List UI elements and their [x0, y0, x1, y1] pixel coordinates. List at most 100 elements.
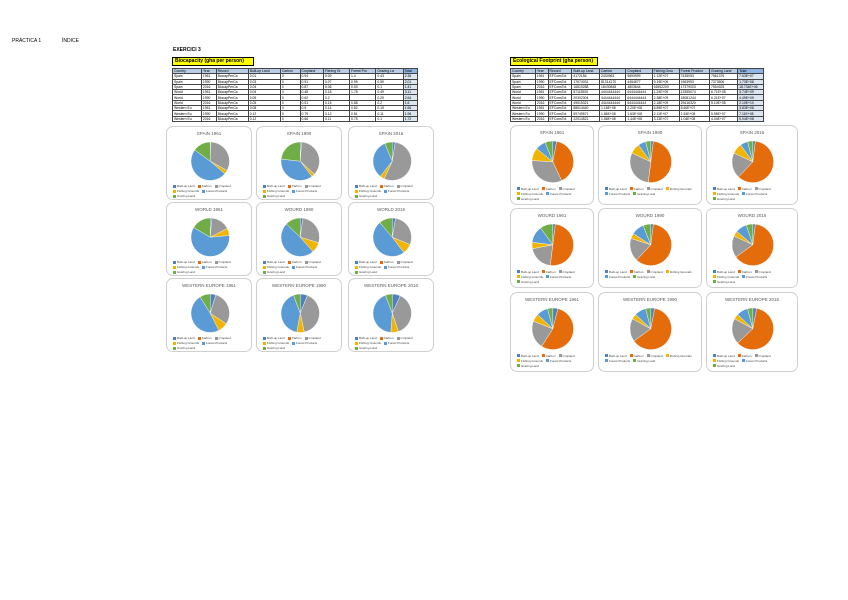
legend-swatch [713, 359, 716, 363]
legend-item: Built-up Land [605, 354, 627, 358]
legend-item: Forest Products [605, 275, 630, 279]
legend-item: Cropland [646, 187, 663, 191]
chart-legend: Built-up Land Carbon Cropland Fishing Groun… [173, 336, 245, 351]
legend-item: Cropland [558, 270, 575, 274]
legend-item: Grazing Land [633, 359, 655, 363]
legend-swatch [214, 260, 218, 264]
pie-slice [747, 140, 754, 162]
pie-chart [532, 140, 574, 183]
pie-slice [293, 293, 301, 314]
legend-item: Forest Products [605, 192, 630, 196]
legend-item: Carbon [541, 270, 556, 274]
pie-chart [630, 140, 672, 183]
pie-slice [190, 149, 225, 181]
table-cell: Western Eu [172, 115, 202, 122]
legend-item: Forest Products [742, 192, 767, 196]
legend-swatch [355, 194, 358, 198]
legend-item: Grazing Land [173, 194, 195, 198]
chart-legend: Built-up Land Carbon Cropland Fishing Groun… [355, 260, 427, 275]
legend-swatch [713, 354, 716, 358]
legend-swatch [396, 260, 400, 264]
legend-swatch [541, 187, 545, 191]
legend-label: Forest Products [388, 341, 410, 346]
legend-item: Cropland [396, 336, 413, 340]
chart-legend: Built-up Land Carbon Cropland Fishing Groun… [263, 336, 335, 351]
chart-title: WESTERN EUROPE 2016 [363, 283, 418, 288]
legend-item: Cropland [558, 354, 575, 358]
pie-slice [209, 141, 230, 171]
pie-slice [550, 223, 574, 266]
legend-item: Cropland [754, 186, 771, 191]
legend-item: Cropland [646, 269, 663, 274]
legend-label: Grazing Land [521, 279, 540, 284]
legend-item: Carbon [197, 260, 212, 264]
legend-swatch [517, 354, 520, 358]
biocapacity-table: Country Year Record Built-up Land Carbon Crop… [172, 67, 419, 122]
legend-swatch [263, 184, 266, 188]
legend-item: Cropland [214, 336, 231, 340]
legend-label: Built-up Land [521, 269, 539, 274]
pie-chart [280, 141, 320, 181]
legend-swatch [517, 192, 520, 196]
legend-label: Built-up Land [521, 353, 539, 358]
legend-item: Grazing Land [173, 346, 195, 350]
legend-label: Fishing Grounds [521, 274, 544, 279]
legend-label: Carbon [545, 186, 556, 191]
legend-item: Fishing Grounds [517, 192, 543, 196]
legend-swatch [546, 192, 550, 196]
legend-label: Grazing Land [521, 363, 540, 368]
legend-swatch [558, 354, 562, 358]
legend-label: Cropland [758, 353, 771, 358]
legend-item: Carbon [737, 354, 752, 358]
legend-swatch [197, 184, 201, 188]
legend-swatch [558, 187, 562, 191]
legend-swatch [263, 341, 266, 345]
pie-chart [732, 140, 774, 183]
legend-swatch [355, 346, 358, 350]
table-cell: 1.44E+08 [625, 115, 653, 122]
table-cell: 0.66 [299, 115, 324, 122]
legend-swatch [263, 189, 266, 193]
pie-chart-card: WESTERN EUROPE 1961 Built-up Land Carbon Cr… [510, 292, 594, 372]
chart-title: WOURD 1990 [284, 207, 314, 212]
table-cell: 5.04E+08 [737, 115, 764, 122]
legend-swatch [546, 359, 550, 363]
legend-item: Built-up Land [713, 354, 735, 358]
pie-chart-card: SPAIN 1990 Built-up Land Carbon Cropland Fis… [598, 125, 702, 205]
legend-label: Fishing Grounds [177, 189, 200, 194]
pie-slice [391, 218, 412, 245]
legend-label: Forest Products [206, 341, 228, 346]
table-cell: 0.12 [247, 115, 281, 122]
legend-label: Grazing Land [359, 346, 378, 351]
legend-swatch [287, 336, 291, 340]
legend-swatch [541, 354, 545, 358]
pie-slice [285, 217, 301, 238]
legend-item: Built-up Land [713, 187, 735, 191]
table-cell: 2016 [534, 115, 549, 122]
legend-label: Cropland [562, 186, 575, 191]
legend-swatch [384, 189, 388, 193]
table-cell: 0.75 [349, 115, 377, 122]
legend-label: Grazing Land [267, 194, 286, 199]
legend-item: Built-up Land [605, 187, 627, 191]
legend-item: Carbon [629, 354, 644, 358]
legend-label: Cropland [758, 186, 771, 191]
chart-title: SPAIN 1961 [539, 130, 565, 135]
legend-item: Forest Products [546, 359, 571, 363]
legend-item: Built-up Land [355, 260, 377, 264]
pie-slice [383, 142, 412, 181]
legend-swatch [173, 341, 176, 345]
legend-label: Cropland [650, 269, 663, 274]
pie-chart-card: SPAIN 1961 Built-up Land Carbon Cropland Fis… [166, 126, 252, 200]
legend-item: Built-up Land [713, 270, 735, 274]
pie-chart-card: WOURD 1990 Built-up Land Carbon Cropland Fis… [598, 208, 702, 288]
legend-item: Fishing Grounds [263, 265, 289, 269]
legend-label: Forest Products [388, 265, 410, 270]
legend-label: Fishing Grounds [359, 265, 382, 270]
legend-swatch [605, 187, 608, 191]
legend-swatch [742, 359, 746, 363]
pie-slice [194, 141, 211, 162]
legend-swatch [713, 192, 716, 196]
pie-slice [190, 227, 230, 257]
legend-label: Forest Products [296, 189, 318, 194]
